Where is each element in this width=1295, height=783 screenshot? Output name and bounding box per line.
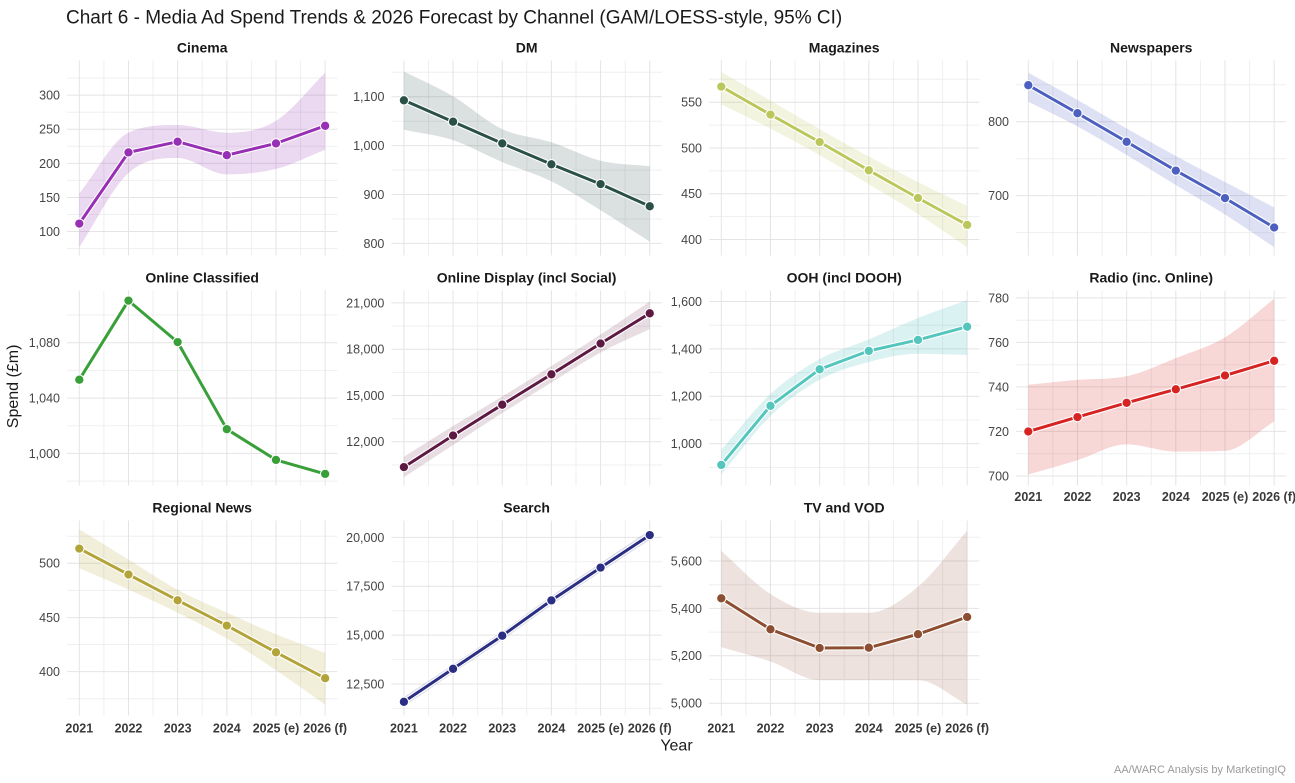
svg-text:Online Classified: Online Classified [145, 270, 259, 286]
svg-text:2026 (f): 2026 (f) [945, 722, 989, 736]
svg-text:400: 400 [681, 233, 702, 247]
svg-text:5,200: 5,200 [671, 649, 702, 663]
svg-text:1,400: 1,400 [671, 342, 702, 356]
svg-text:400: 400 [39, 665, 60, 679]
svg-text:550: 550 [681, 96, 702, 110]
svg-text:2023: 2023 [806, 722, 834, 736]
svg-text:700: 700 [988, 189, 1009, 203]
svg-text:DM: DM [516, 40, 538, 56]
svg-text:17,500: 17,500 [346, 580, 384, 594]
svg-text:12,000: 12,000 [346, 435, 384, 449]
svg-text:2021: 2021 [1014, 490, 1042, 504]
svg-text:800: 800 [364, 237, 385, 251]
svg-text:Cinema: Cinema [177, 40, 228, 56]
svg-text:15,000: 15,000 [346, 629, 384, 643]
svg-text:700: 700 [988, 469, 1009, 483]
svg-text:2021: 2021 [707, 722, 735, 736]
svg-text:780: 780 [988, 291, 1009, 305]
svg-text:12,500: 12,500 [346, 677, 384, 691]
svg-text:500: 500 [681, 141, 702, 155]
svg-text:2025 (e): 2025 (e) [895, 722, 942, 736]
svg-text:450: 450 [681, 187, 702, 201]
svg-text:2024: 2024 [1162, 490, 1190, 504]
svg-text:Spend (£m): Spend (£m) [5, 345, 22, 429]
svg-text:2023: 2023 [164, 722, 192, 736]
svg-text:Radio (inc. Online): Radio (inc. Online) [1089, 270, 1213, 286]
svg-text:760: 760 [988, 336, 1009, 350]
svg-text:500: 500 [39, 557, 60, 571]
svg-text:Search: Search [503, 500, 550, 516]
svg-text:Chart 6 - Media Ad Spend Trend: Chart 6 - Media Ad Spend Trends & 2026 F… [66, 8, 842, 29]
svg-text:2022: 2022 [115, 722, 143, 736]
svg-text:1,200: 1,200 [671, 390, 702, 404]
svg-text:900: 900 [364, 188, 385, 202]
svg-text:2024: 2024 [855, 722, 883, 736]
svg-text:2025 (e): 2025 (e) [577, 722, 624, 736]
svg-text:AA/WARC Analysis by MarketingI: AA/WARC Analysis by MarketingIQ [1114, 764, 1286, 776]
svg-text:250: 250 [39, 123, 60, 137]
svg-text:740: 740 [988, 380, 1009, 394]
svg-text:300: 300 [39, 89, 60, 103]
svg-text:800: 800 [988, 115, 1009, 129]
svg-text:2022: 2022 [757, 722, 785, 736]
svg-text:2026 (f): 2026 (f) [1252, 490, 1295, 504]
svg-text:2025 (e): 2025 (e) [1202, 490, 1249, 504]
svg-text:21,000: 21,000 [346, 296, 384, 310]
svg-text:TV and VOD: TV and VOD [804, 500, 885, 516]
svg-text:5,000: 5,000 [671, 697, 702, 711]
svg-text:Magazines: Magazines [809, 40, 880, 56]
svg-text:1,040: 1,040 [29, 392, 60, 406]
svg-text:2024: 2024 [538, 722, 566, 736]
svg-text:720: 720 [988, 425, 1009, 439]
svg-text:2021: 2021 [65, 722, 93, 736]
svg-text:2022: 2022 [439, 722, 467, 736]
svg-text:5,600: 5,600 [671, 554, 702, 568]
svg-text:2024: 2024 [213, 722, 241, 736]
svg-text:2023: 2023 [488, 722, 516, 736]
svg-text:1,000: 1,000 [29, 447, 60, 461]
svg-text:20,000: 20,000 [346, 531, 384, 545]
svg-text:1,000: 1,000 [671, 437, 702, 451]
svg-text:1,080: 1,080 [29, 336, 60, 350]
svg-text:2021: 2021 [390, 722, 418, 736]
svg-text:OOH (incl DOOH): OOH (incl DOOH) [787, 270, 902, 286]
svg-text:18,000: 18,000 [346, 343, 384, 357]
svg-text:2025 (e): 2025 (e) [253, 722, 300, 736]
svg-text:450: 450 [39, 611, 60, 625]
svg-text:1,000: 1,000 [353, 139, 384, 153]
svg-text:5,400: 5,400 [671, 602, 702, 616]
svg-text:Year: Year [660, 738, 693, 755]
svg-text:Regional News: Regional News [152, 500, 252, 516]
svg-text:100: 100 [39, 225, 60, 239]
svg-text:Online Display (incl Social): Online Display (incl Social) [437, 270, 617, 286]
svg-text:1,600: 1,600 [671, 295, 702, 309]
svg-text:Newspapers: Newspapers [1110, 40, 1193, 56]
svg-text:200: 200 [39, 157, 60, 171]
svg-text:2026 (f): 2026 (f) [303, 722, 347, 736]
svg-text:1,100: 1,100 [353, 90, 384, 104]
svg-text:2026 (f): 2026 (f) [628, 722, 672, 736]
svg-text:2023: 2023 [1113, 490, 1141, 504]
svg-text:150: 150 [39, 191, 60, 205]
svg-text:15,000: 15,000 [346, 389, 384, 403]
svg-text:2022: 2022 [1064, 490, 1092, 504]
